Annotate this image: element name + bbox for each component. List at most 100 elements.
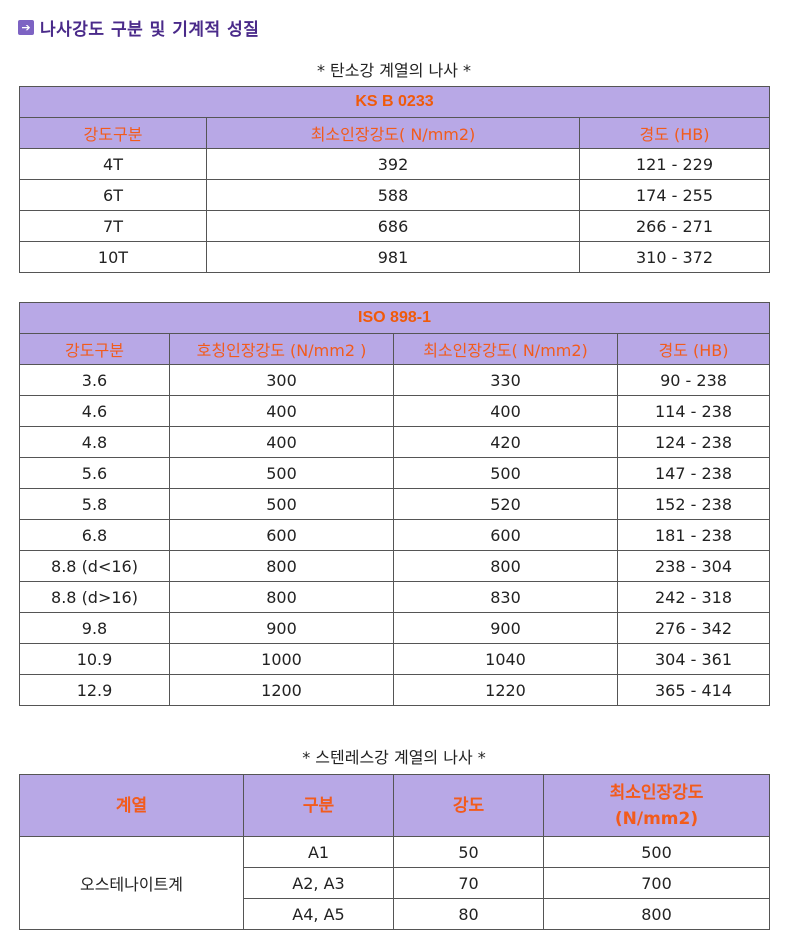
iso-table-row: 6.8 600 600 181 - 238 xyxy=(19,519,770,551)
stainless-header-min-tensile-line2: (N/mm2) xyxy=(614,808,699,829)
ks-table-cell: 686 xyxy=(206,210,580,242)
iso-table-row: 10.9 1000 1040 304 - 361 xyxy=(19,643,770,675)
iso-table-cell: 500 xyxy=(169,488,394,520)
stainless-header-series: 계열 xyxy=(19,774,244,837)
ks-table-row: 10T 981 310 - 372 xyxy=(19,241,770,273)
iso-table-row: 9.8 900 900 276 - 342 xyxy=(19,612,770,644)
iso-table-cell: 300 xyxy=(169,364,394,396)
stainless-table-cell: 500 xyxy=(543,836,770,868)
iso-table-cell: 1200 xyxy=(169,674,394,706)
stainless-group-cell: 오스테나이트계 xyxy=(19,836,244,930)
iso-table-cell: 830 xyxy=(393,581,618,613)
iso-table-row: 12.9 1200 1220 365 - 414 xyxy=(19,674,770,706)
stainless-steel-caption: * 스텐레스강 계열의 나사 * xyxy=(302,748,486,767)
iso-table-cell: 3.6 xyxy=(19,364,170,396)
ks-table-cell: 7T xyxy=(19,210,207,242)
iso-table-cell: 4.6 xyxy=(19,395,170,427)
page-title-text: 나사강도 구분 및 기계적 성질 xyxy=(40,19,260,40)
ks-table-cell: 4T xyxy=(19,148,207,180)
iso-table-cell: 900 xyxy=(169,612,394,644)
stainless-header-class: 구분 xyxy=(243,774,394,837)
iso-table-cell: 181 - 238 xyxy=(617,519,770,551)
iso-table-cell: 500 xyxy=(393,457,618,489)
iso-header-min-tensile: 최소인장강도( N/mm2) xyxy=(393,333,618,365)
ks-header-min-tensile: 최소인장강도( N/mm2) xyxy=(206,117,580,149)
ks-table-cell: 121 - 229 xyxy=(579,148,770,180)
ks-table-row: 7T 686 266 - 271 xyxy=(19,210,770,242)
iso-table-cell: 276 - 342 xyxy=(617,612,770,644)
iso-table-cell: 400 xyxy=(393,395,618,427)
iso-header-hardness: 경도 (HB) xyxy=(617,333,770,365)
ks-table-cell: 174 - 255 xyxy=(579,179,770,211)
ks-table-cell: 392 xyxy=(206,148,580,180)
iso-table-cell: 1040 xyxy=(393,643,618,675)
ks-table-row: 6T 588 174 - 255 xyxy=(19,179,770,211)
ks-table-cell: 310 - 372 xyxy=(579,241,770,273)
ks-table-cell: 10T xyxy=(19,241,207,273)
iso-table-cell: 800 xyxy=(393,550,618,582)
ks-table-body: 4T 392 121 - 229 6T 588 174 - 255 7T 686 266 - 2… xyxy=(19,148,770,273)
iso-table-cell: 8.8 (d>16) xyxy=(19,581,170,613)
stainless-table-cell: 700 xyxy=(543,867,770,899)
iso-table-body: 3.6 300 330 90 - 238 4.6 400 400 114 - 238 4.8 40… xyxy=(19,364,770,706)
iso-table-row: 5.8 500 520 152 - 238 xyxy=(19,488,770,520)
stainless-header-min-tensile-line1: 최소인장강도 xyxy=(609,782,704,803)
iso-table-cell: 152 - 238 xyxy=(617,488,770,520)
iso-table-cell: 900 xyxy=(393,612,618,644)
stainless-table-row: A2, A3 70 700 xyxy=(20,867,770,899)
iso-table-cell: 365 - 414 xyxy=(617,674,770,706)
iso-header-nominal-tensile: 호칭인장강도 (N/mm2 ) xyxy=(169,333,394,365)
iso-table-row: 5.6 500 500 147 - 238 xyxy=(19,457,770,489)
stainless-table-cell: 50 xyxy=(393,836,544,868)
iso-table-cell: 330 xyxy=(393,364,618,396)
iso-strength-table: ISO 898-1 강도구분 호칭인장강도 (N/mm2 ) 최소인장강도( N… xyxy=(19,302,770,706)
ks-header-grade: 강도구분 xyxy=(19,117,207,149)
iso-table-cell: 400 xyxy=(169,395,394,427)
arrow-right-icon: ➔ xyxy=(18,19,34,35)
iso-table-cell: 4.8 xyxy=(19,426,170,458)
stainless-table-row: 오스테나이트계 A1 50 500 xyxy=(19,836,770,930)
iso-table-cell: 1000 xyxy=(169,643,394,675)
iso-band-label: ISO 898-1 xyxy=(19,302,770,334)
stainless-table-body: 오스테나이트계 A1 50 500 A2, A3 70 700 A4, A5 80 800 xyxy=(19,836,770,930)
iso-table-cell: 5.6 xyxy=(19,457,170,489)
page-title: ➔ 나사강도 구분 및 기계적 성질 xyxy=(18,14,259,40)
ks-table-cell: 266 - 271 xyxy=(579,210,770,242)
iso-table-cell: 147 - 238 xyxy=(617,457,770,489)
stainless-strength-table: 계열 구분 강도 최소인장강도 (N/mm2) 오스테나이트계 A1 50 500 A2… xyxy=(19,774,770,930)
stainless-table-cell: A4, A5 xyxy=(243,898,394,930)
iso-table-cell: 1220 xyxy=(393,674,618,706)
iso-table-cell: 800 xyxy=(169,581,394,613)
iso-table-cell: 6.8 xyxy=(19,519,170,551)
iso-table-cell: 420 xyxy=(393,426,618,458)
ks-strength-table: KS B 0233 강도구분 최소인장강도( N/mm2) 경도 (HB) 4T… xyxy=(19,86,770,273)
iso-table-cell: 5.8 xyxy=(19,488,170,520)
iso-table-cell: 10.9 xyxy=(19,643,170,675)
iso-table-cell: 12.9 xyxy=(19,674,170,706)
iso-table-cell: 520 xyxy=(393,488,618,520)
iso-table-cell: 90 - 238 xyxy=(617,364,770,396)
iso-table-cell: 124 - 238 xyxy=(617,426,770,458)
stainless-table-cell: 80 xyxy=(393,898,544,930)
iso-table-row: 4.6 400 400 114 - 238 xyxy=(19,395,770,427)
iso-table-row: 8.8 (d>16) 800 830 242 - 318 xyxy=(19,581,770,613)
iso-table-cell: 238 - 304 xyxy=(617,550,770,582)
ks-table-cell: 981 xyxy=(206,241,580,273)
ks-header-hardness: 경도 (HB) xyxy=(579,117,770,149)
iso-table-cell: 400 xyxy=(169,426,394,458)
ks-table-cell: 6T xyxy=(19,179,207,211)
stainless-table-cell: 800 xyxy=(543,898,770,930)
iso-table-cell: 304 - 361 xyxy=(617,643,770,675)
iso-table-row: 8.8 (d<16) 800 800 238 - 304 xyxy=(19,550,770,582)
iso-table-cell: 800 xyxy=(169,550,394,582)
iso-table-cell: 500 xyxy=(169,457,394,489)
iso-header-grade: 강도구분 xyxy=(19,333,170,365)
ks-table-row: 4T 392 121 - 229 xyxy=(19,148,770,180)
stainless-table-row: A4, A5 80 800 xyxy=(20,898,770,930)
ks-band-label: KS B 0233 xyxy=(19,86,770,118)
iso-table-cell: 600 xyxy=(169,519,394,551)
iso-table-cell: 8.8 (d<16) xyxy=(19,550,170,582)
iso-table-cell: 9.8 xyxy=(19,612,170,644)
carbon-steel-caption: * 탄소강 계열의 나사 * xyxy=(316,61,472,80)
iso-table-cell: 242 - 318 xyxy=(617,581,770,613)
